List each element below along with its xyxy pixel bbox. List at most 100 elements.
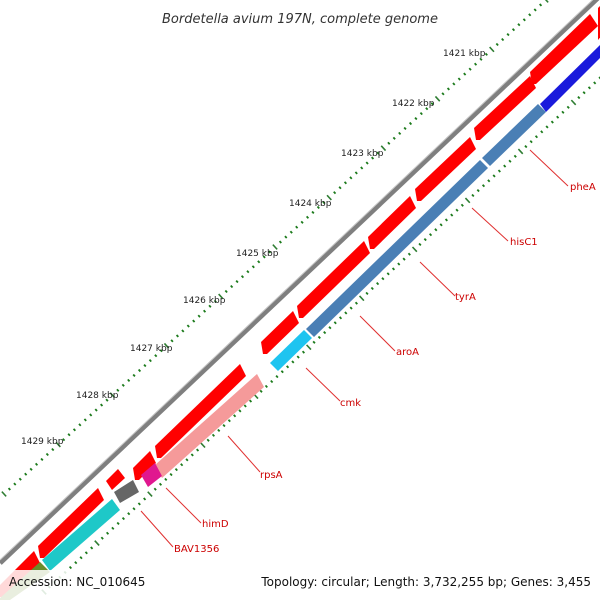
scale-tick-minor [343,181,348,185]
gene-feature [530,14,598,84]
scale-tick-minor [233,414,237,418]
scale-tick-major [200,442,206,449]
scale-tick-minor [402,257,406,261]
scale-tick-major [306,344,312,351]
scale-tick-minor [392,136,396,140]
scale-tick-minor [484,52,488,56]
gene-feature [482,104,546,166]
scale-tick-minor [316,205,320,210]
scale-tick-minor [197,314,201,318]
scale-tick-minor [300,220,304,224]
scale-tick-minor [143,363,147,368]
scale-tick-minor [333,321,337,325]
scale-label-1421: 1421 kbp [443,49,486,59]
gene-label-rpsa: rpsA [260,470,283,481]
scale-tick-minor [540,130,544,134]
gene-feature [368,196,416,249]
scale-tick-minor [376,151,380,155]
scale-tick-minor [497,169,501,173]
scale-label-1429: 1429 kbp [21,437,64,447]
scale-tick-minor [354,171,358,175]
scale-tick-minor [127,378,131,382]
scale-tick-minor [164,477,168,481]
gene-label-himd: himD [202,519,229,530]
scale-tick-minor [506,33,510,37]
scale-tick-minor [446,87,450,91]
genome-backbone-highlight [0,0,594,561]
connector-line [165,487,202,524]
scale-tick-minor [284,235,288,239]
scale-tick-minor [550,120,554,124]
scale-tick-minor [577,96,581,100]
scale-tick-minor [289,230,293,234]
gene-label-tyra: tyrA [455,292,476,303]
scale-tick-minor [280,370,284,374]
scale-tick-minor [566,105,570,109]
scale-tick-minor [94,408,98,412]
scale-tick-minor [100,403,104,407]
scale-tick-minor [235,280,239,284]
gene-feature [155,364,246,458]
genome-backbone [0,0,600,565]
scale-tick-minor [312,340,316,344]
scale-tick-minor [487,179,491,183]
scale-tick-major [517,148,524,155]
scale-tick-minor [338,316,343,320]
scale-tick-minor [217,428,221,433]
scale-tick-minor [248,399,253,403]
scale-tick-minor [275,375,279,379]
scale-tick-minor [268,250,272,254]
scale-tick-minor [153,487,157,491]
scale-tick-minor [593,81,597,85]
scale-tick-minor [587,86,591,90]
scale-tick-minor [40,457,44,461]
scale-tick-minor [181,329,185,333]
scale-tick-major [109,392,116,399]
scale-tick-minor [479,57,483,61]
scale-tick-minor [222,423,226,428]
scale-tick-minor [246,270,250,274]
scale-tick-major [1,491,7,497]
scale-tick-minor [391,267,396,271]
scale-label-1424: 1424 kbp [289,199,332,209]
scale-tick-minor [463,72,467,76]
scale-tick-minor [371,156,375,160]
scale-tick-minor [481,184,486,188]
footer-band [0,570,600,600]
connector-line [419,261,456,297]
scale-tick-minor [158,482,163,486]
scale-label-1426: 1426 kbp [183,296,226,306]
scale-tick-minor [522,18,526,22]
scale-tick-minor [224,289,228,294]
scale-tick-major [147,491,153,497]
scale-tick-minor [170,339,174,343]
scale-tick-minor [513,154,517,158]
scale-tick-minor [202,309,207,313]
scale-tick-minor [439,223,443,227]
scale-tick-minor [62,438,66,442]
scale-tick-minor [7,487,11,491]
scale-tick-minor [84,551,88,555]
reverse-strand-genes [0,45,600,600]
scale-tick-minor [174,468,178,472]
scale-tick-minor [387,141,391,145]
scale-tick-minor [444,218,448,222]
scale-tick-minor [196,448,200,452]
label-connectors [140,149,569,548]
scale-tick-minor [501,37,505,42]
connector-line [140,510,174,548]
connector-line [305,367,341,402]
scale-tick-major [380,145,387,152]
scale-tick-major [570,99,577,106]
gene-feature [141,463,162,487]
scale-tick-minor [381,277,385,281]
scale-tick-major [411,246,418,253]
scale-tick-minor [429,233,433,237]
scale-tick-minor [18,477,22,481]
connector-line [529,149,569,187]
scale-tick-minor [434,228,438,232]
scale-tick-minor [539,3,543,7]
inner-scale-ticks [41,76,600,595]
scale-tick-minor [457,77,461,81]
